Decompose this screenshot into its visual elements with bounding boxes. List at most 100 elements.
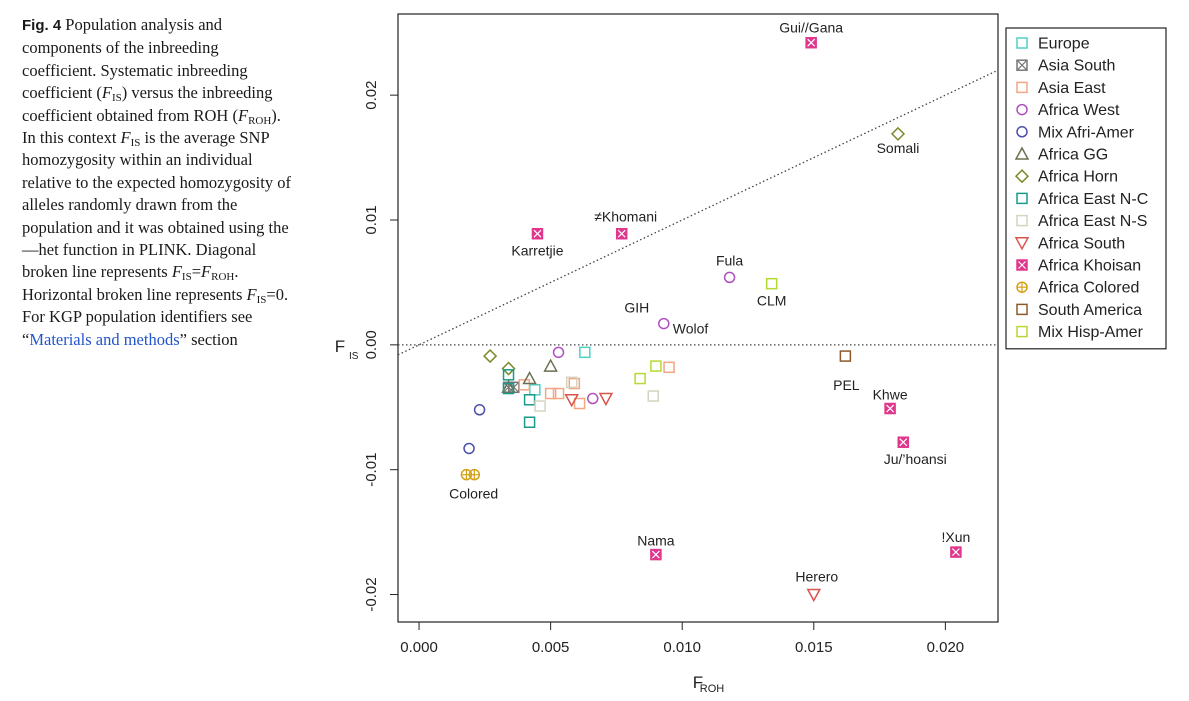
y-tick-label: -0.01	[363, 453, 380, 487]
point-annotation: Colored	[449, 486, 498, 502]
legend-label: Asia South	[1038, 58, 1115, 75]
legend-marker	[1014, 237, 1030, 251]
f-is-subscript: IS	[256, 293, 267, 306]
x-tick-label: 0.020	[927, 639, 965, 656]
f-is-subscript: IS	[181, 271, 192, 284]
equals-sign: =	[191, 262, 202, 282]
point-africa-east-n-c	[523, 416, 536, 428]
x-tick-label: 0.005	[532, 639, 570, 656]
legend-marker	[1016, 126, 1028, 138]
materials-methods-link[interactable]: Materials and methods	[29, 329, 180, 349]
point-africa-gg	[501, 379, 516, 394]
f-is-symbol: F	[101, 83, 112, 103]
legend-label: Africa East N-S	[1038, 213, 1147, 230]
point-annotation: Herero	[795, 569, 838, 585]
y-tick-label: 0.01	[363, 205, 380, 234]
legend-marker	[1016, 81, 1028, 94]
point-annotation: Gui//Gana	[779, 20, 843, 36]
f-roh-subscript: ROH	[211, 271, 235, 284]
point-africa-khoisan	[897, 436, 910, 448]
point-annotation: GIH	[624, 300, 649, 316]
y-tick-label: 0.00	[363, 330, 380, 359]
point-mix-hisp-amer	[634, 372, 646, 385]
point-asia-east	[573, 397, 586, 410]
point-south-america	[839, 350, 852, 362]
point-africa-colored	[468, 468, 481, 481]
legend-label: Mix Hisp-Amer	[1038, 324, 1144, 341]
legend-marker	[1016, 303, 1028, 316]
diagonal-reference-line	[397, 69, 999, 356]
point-asia-east	[552, 387, 565, 400]
legend-marker	[1016, 103, 1028, 116]
legend-label: Africa Khoisan	[1038, 258, 1141, 275]
caption-text-6: =0. For KGP population identifiers see “	[22, 284, 289, 349]
point-africa-khoisan	[884, 402, 896, 415]
y-tick-label: -0.02	[363, 577, 380, 611]
legend-label: South America	[1038, 302, 1142, 319]
caption-text-7: ” section	[179, 329, 238, 349]
point-mix-hisp-amer	[650, 360, 662, 372]
figure-caption: Fig. 4 Population analysis and component…	[22, 14, 292, 351]
point-africa-west	[552, 346, 565, 359]
y-tick-label: 0.02	[363, 81, 380, 110]
point-africa-south	[806, 588, 822, 603]
legend-label: Africa GG	[1038, 147, 1108, 164]
x-tick-label: 0.015	[795, 639, 833, 656]
legend-marker	[1016, 37, 1028, 49]
point-annotation: Ju/’hoansi	[884, 451, 947, 467]
point-africa-khoisan	[615, 227, 628, 240]
f-roh-symbol: F	[201, 262, 212, 282]
x-axis-subscript: ROH	[700, 683, 725, 695]
point-africa-east-n-c	[502, 369, 515, 381]
legend-label: Africa Colored	[1038, 280, 1139, 297]
legend-label: Africa West	[1038, 102, 1120, 119]
point-africa-khoisan	[531, 227, 544, 240]
legend-marker	[1014, 169, 1030, 184]
legend-label: Mix Afri-Amer	[1038, 124, 1135, 141]
point-africa-south	[564, 394, 579, 408]
point-annotation: Karretjie	[511, 243, 563, 259]
legend-marker	[1016, 259, 1028, 271]
point-europe	[529, 384, 541, 396]
point-annotation: Somali	[877, 140, 920, 156]
f-is-symbol: F	[171, 262, 182, 282]
f-is-symbol: F	[120, 128, 131, 148]
legend-marker	[1016, 325, 1028, 338]
point-asia-east	[663, 361, 675, 374]
point-annotation: Wolof	[673, 321, 709, 337]
point-africa-east-n-c	[502, 382, 515, 395]
point-africa-east-n-s	[647, 390, 660, 402]
legend-marker	[1016, 281, 1028, 293]
point-africa-khoisan	[950, 546, 962, 558]
point-africa-east-n-s	[534, 400, 546, 412]
point-africa-khoisan	[650, 548, 662, 561]
point-asia-east	[518, 379, 531, 391]
point-mix-hisp-amer	[765, 277, 778, 290]
point-annotation: Fula	[716, 252, 743, 268]
legend-label: Asia East	[1038, 80, 1106, 97]
legend-label: Europe	[1038, 36, 1090, 53]
caption-text-4: is the average SNP homozygosity within a…	[22, 128, 291, 282]
point-annotation: ≠Khomani	[594, 209, 657, 225]
point-asia-east	[544, 387, 557, 400]
point-asia-east	[568, 377, 581, 390]
legend-marker	[1016, 192, 1028, 205]
point-africa-horn	[890, 126, 906, 141]
point-africa-gg	[543, 358, 558, 372]
point-annotation: Nama	[637, 533, 675, 549]
f-is-symbol: F	[246, 284, 257, 304]
point-annotation: CLM	[757, 293, 787, 309]
point-africa-horn	[483, 349, 498, 364]
point-africa-west	[586, 392, 599, 405]
point-africa-west	[658, 317, 670, 330]
plot-frame	[397, 13, 999, 623]
f-is-subscript: IS	[111, 92, 122, 105]
f-roh-subscript: ROH	[248, 114, 272, 127]
legend-marker	[1016, 214, 1028, 227]
f-roh-symbol: F	[237, 105, 249, 125]
point-africa-south	[598, 392, 614, 407]
x-tick-label: 0.000	[400, 639, 438, 656]
point-annotation: !Xun	[941, 529, 970, 545]
x-axis-title: F	[693, 673, 703, 692]
